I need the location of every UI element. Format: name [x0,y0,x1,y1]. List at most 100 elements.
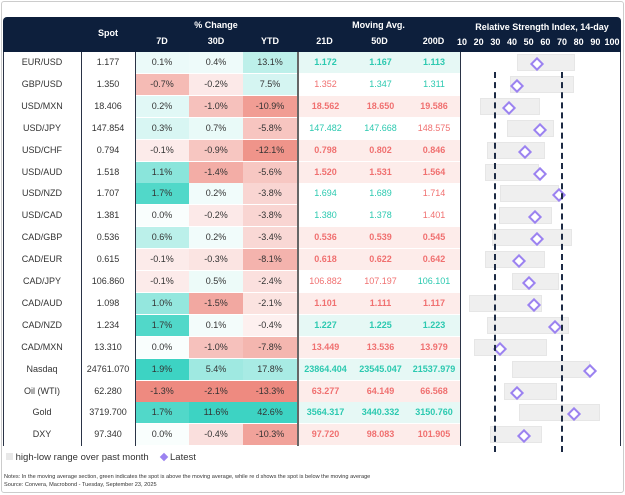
cell-ma50: 1.347 [369,78,392,89]
cell-d7: -0.1% [135,249,189,271]
cell-spot: 0.615 [96,254,120,265]
cell-ma50: 98.083 [366,429,395,440]
cell-ytd: -5.6% [243,161,297,183]
cell-d7: 1.1% [135,161,189,183]
ma-row-background [298,314,460,336]
cell-spot: 0.536 [96,232,120,243]
cell-ma21: 1.101 [314,297,337,308]
cell-d7: -0.1% [135,271,189,292]
rsi-range-bar [517,54,576,71]
header-50d: 50D [371,36,388,46]
cell-ma21: 106.882 [309,276,342,286]
rsi-tick-label: 100 [604,37,620,47]
cell-spot: 18.406 [94,100,122,111]
cell-name: USD/JPY [22,122,61,133]
cell-ma50: 1.225 [369,319,392,330]
cell-ytd: -2.4% [243,271,297,292]
cell-d7: 0.2% [135,95,189,117]
rsi-tick-label: 50 [523,37,534,47]
cell-name: CAD/NZD [22,319,62,330]
cell-spot: 97.340 [94,429,122,440]
rsi-range-bar [507,119,554,137]
rsi-tick-label: 20 [473,37,484,47]
cell-spot: 1.707 [96,188,120,199]
table-row: USD/CHF 0.794 -0.1% -0.9% -12.1% 0.798 0.802 0.… [3,139,621,162]
table-row: CAD/MXN 13.310 0.0% -1.0% -7.8% 13.449 13.536 1… [3,336,621,359]
table-row: USD/NZD 1.707 1.7% 0.2% -3.8% 1.694 1.689 1.714 [3,183,621,205]
header-30d: 30D [207,36,225,46]
cell-ma200: 1.311 [423,78,445,89]
cell-d30: 0.1% [189,314,243,336]
rsi-reference-line [494,72,497,452]
cell-ma21: 97.720 [311,429,340,440]
cell-ytd: -10.9% [243,95,297,117]
cell-d30: 0.4% [189,52,243,73]
cell-ma200: 148.575 [417,122,451,133]
table-row: CAD/EUR 0.615 -0.1% -0.3% -8.1% 0.618 0.622 0.6… [3,249,621,271]
divider [620,52,621,446]
cell-d30: -0.4% [189,424,243,446]
divider [297,52,299,446]
cell-name: DXY [32,429,52,440]
cell-name: Gold [32,407,52,418]
cell-ma50: 18.650 [366,100,395,111]
cell-d7: 0.3% [135,117,189,139]
rsi-range-bar [487,141,546,159]
header-ytd: YTD [261,36,279,46]
cell-ytd: -10.3% [243,424,297,446]
cell-ma21: 3564.317 [306,407,345,418]
cell-ytd: 17.8% [243,358,297,380]
cell-ytd: -3.4% [243,227,297,249]
cell-spot: 1.098 [96,297,120,308]
cell-d30: 0.2% [189,227,243,249]
cell-ytd: -0.4% [243,314,297,336]
cell-ytd: -8.1% [243,249,297,271]
cell-ma50: 3440.332 [361,407,400,418]
cell-ma21: 1.694 [314,188,337,199]
cell-d30: -2.1% [189,380,243,402]
ma-row-background [298,73,460,95]
cell-d7: 0.1% [135,52,189,73]
cell-name: Oil (WTI) [24,385,60,396]
cell-ma200: 1.117 [422,297,446,308]
rsi-tick-label: 10 [456,37,468,47]
table-row: USD/JPY 147.854 0.3% 0.7% -5.8% 147.482 147.66… [3,117,621,140]
cell-d7: -0.7% [135,73,189,95]
cell-ma200: 19.586 [420,100,448,111]
cell-spot: 3719.700 [89,407,127,418]
cell-d7: 1.7% [135,183,189,205]
cell-ma21: 0.618 [314,254,337,265]
cell-ma200: 1.113 [422,57,446,67]
table-row: DXY 97.340 0.0% -0.4% -10.3% 97.720 98.083 101.… [3,424,621,446]
cell-ytd: -12.1% [243,139,297,161]
cell-ytd: 42.6% [243,402,297,424]
rsi-tick-label: 80 [573,37,584,47]
cell-d30: -0.2% [189,73,243,95]
cell-name: CAD/EUR [21,254,63,265]
rsi-tick-label: 40 [506,37,518,47]
header-200d: 200D [422,36,445,46]
rsi-range-bar [518,404,601,422]
cell-ma50: 107.197 [364,276,397,286]
divider [81,52,82,446]
rsi-range-bar [485,163,539,181]
cell-ytd: -13.3% [243,380,297,402]
rsi-tick-label: 30 [490,37,501,47]
header-7d: 7D [156,36,168,46]
cell-spot: 1.518 [96,166,120,177]
cell-d30: -0.2% [189,205,243,227]
cell-ma200: 1.714 [422,188,446,199]
cell-ma50: 23545.047 [359,363,402,374]
cell-ytd: -7.8% [243,336,297,358]
rsi-reference-line [561,72,563,452]
cell-ma21: 0.536 [314,232,337,243]
cell-d30: 0.7% [189,117,243,139]
ma-row-background [298,117,460,139]
cell-ma21: 13.449 [311,341,340,352]
cell-d7: 0.6% [135,227,189,249]
cell-spot: 147.854 [91,122,125,133]
cell-ma21: 1.380 [314,210,337,221]
rsi-range-bar [498,207,552,225]
cell-ma200: 0.846 [422,144,446,155]
